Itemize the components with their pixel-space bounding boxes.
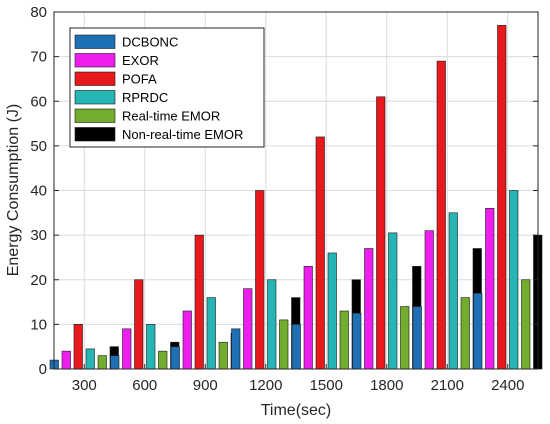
bar-dcbonc-2100 xyxy=(412,306,422,370)
bar-real-time-emor-1200 xyxy=(279,319,289,370)
y-tick-label: 80 xyxy=(30,4,47,21)
bar-exor-2100 xyxy=(424,230,434,370)
y-tick-label: 60 xyxy=(30,93,47,110)
bar-exor-300 xyxy=(61,350,71,370)
bar-exor-600 xyxy=(122,328,132,370)
bar-dcbonc-2400 xyxy=(473,292,483,370)
bar-dcbonc-900 xyxy=(170,346,180,370)
legend-swatch xyxy=(74,127,116,142)
bar-real-time-emor-1500 xyxy=(339,310,349,370)
x-tick-label: 1500 xyxy=(310,377,343,394)
bar-rprdc-300 xyxy=(85,348,95,370)
x-axis-title: Time(sec) xyxy=(261,402,332,419)
bar-pofa-900 xyxy=(194,234,204,370)
y-tick-label: 10 xyxy=(30,316,47,333)
legend-swatch xyxy=(74,53,116,68)
x-tick-label: 1800 xyxy=(370,377,403,394)
y-tick-label: 50 xyxy=(30,138,47,155)
bar-exor-1200 xyxy=(243,288,253,370)
legend-label: DCBONC xyxy=(122,35,178,50)
bar-dcbonc-600 xyxy=(110,355,120,370)
bar-real-time-emor-600 xyxy=(158,350,168,370)
bar-exor-900 xyxy=(182,310,192,370)
bar-rprdc-600 xyxy=(146,324,156,370)
x-tick-label: 2100 xyxy=(431,377,464,394)
bar-rprdc-2100 xyxy=(448,212,458,370)
bar-pofa-2100 xyxy=(436,60,446,370)
y-tick-label: 30 xyxy=(30,227,47,244)
bar-real-time-emor-300 xyxy=(97,355,107,370)
bar-exor-1800 xyxy=(364,248,374,370)
y-tick-label: 20 xyxy=(30,272,47,289)
legend-label: Non-real-time EMOR xyxy=(122,127,243,142)
y-tick-label: 0 xyxy=(39,361,47,378)
bar-dcbonc-1500 xyxy=(291,324,301,370)
bar-real-time-emor-1800 xyxy=(400,306,410,370)
y-tick-label: 40 xyxy=(30,183,47,200)
x-tick-label: 2400 xyxy=(491,377,524,394)
legend-label: Real-time EMOR xyxy=(122,109,220,124)
legend-swatch xyxy=(74,71,116,86)
bar-dcbonc-1800 xyxy=(352,312,362,370)
legend-swatch xyxy=(74,90,116,105)
bar-pofa-1200 xyxy=(255,190,265,370)
x-axis-ticks: 300 600 900 1200 1500 1800 2100 2400 xyxy=(72,364,524,394)
bar-pofa-1800 xyxy=(376,96,386,370)
bar-rprdc-1500 xyxy=(327,252,337,370)
legend-label: RPRDC xyxy=(122,90,168,105)
bar-exor-1500 xyxy=(303,266,313,370)
legend-label: EXOR xyxy=(122,53,159,68)
bar-pofa-2400 xyxy=(497,25,507,370)
x-tick-label: 600 xyxy=(132,377,157,394)
x-tick-label: 300 xyxy=(72,377,97,394)
y-axis-title: Energy Consumption (J) xyxy=(5,104,22,277)
legend: DCBONC EXOR POFA RPRDC Real-time EMOR Non-rea… xyxy=(69,27,265,148)
x-tick-label: 1200 xyxy=(249,377,282,394)
bar-rprdc-1200 xyxy=(267,279,277,370)
bar-rprdc-900 xyxy=(206,297,216,370)
bar-exor-2400 xyxy=(485,208,495,370)
bar-pofa-600 xyxy=(134,279,144,370)
y-axis-ticks: 0 10 20 30 40 50 60 70 80 xyxy=(30,4,538,378)
legend-swatch xyxy=(74,108,116,123)
legend-label: POFA xyxy=(122,72,157,87)
bar-pofa-300 xyxy=(73,324,83,370)
bar-rprdc-1800 xyxy=(388,232,398,370)
bar-pofa-1500 xyxy=(315,136,325,370)
bar-real-time-emor-900 xyxy=(218,341,228,370)
legend-swatch xyxy=(74,34,116,49)
bar-real-time-emor-2400 xyxy=(521,279,531,370)
x-tick-label: 900 xyxy=(193,377,218,394)
bar-rprdc-2400 xyxy=(509,190,519,370)
bar-dcbonc-1200 xyxy=(231,328,241,370)
y-tick-label: 70 xyxy=(30,49,47,66)
bar-real-time-emor-2100 xyxy=(460,297,470,370)
